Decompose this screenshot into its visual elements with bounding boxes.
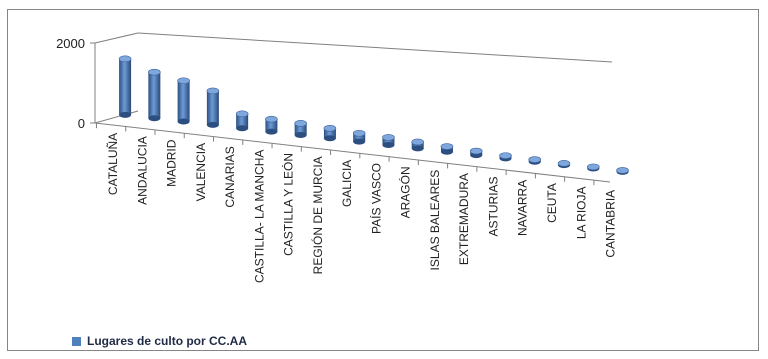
x-tick-label: ARAGÓN bbox=[398, 166, 413, 218]
bar bbox=[235, 110, 249, 132]
bar bbox=[499, 152, 512, 162]
x-tick-label: CANARIAS bbox=[223, 146, 237, 207]
bar bbox=[616, 167, 629, 175]
x-axis-line bbox=[94, 122, 611, 183]
chart-axes: 0 2000 bbox=[56, 32, 613, 186]
bar bbox=[528, 156, 542, 165]
x-tick-label: PAÍS VASCO bbox=[368, 163, 383, 234]
bar bbox=[148, 68, 161, 122]
bar bbox=[323, 125, 337, 142]
x-tick-label: CEUTA bbox=[545, 183, 559, 223]
bar bbox=[557, 160, 571, 169]
y-tick-label: 2000 bbox=[56, 36, 85, 51]
x-tick-label: ISLAS BALEARES bbox=[428, 170, 442, 271]
x-tick-label: CATALUÑA bbox=[106, 133, 120, 195]
bar bbox=[440, 143, 454, 155]
back-wall-top bbox=[137, 32, 613, 63]
x-tick-label: NAVARRA bbox=[516, 180, 530, 236]
x-tick-label: CASTILLA- LA MANCHA bbox=[252, 150, 266, 283]
x-tick-label: ANDALUCIA bbox=[135, 136, 149, 205]
chart-bars bbox=[118, 55, 629, 175]
y-tick-label: 0 bbox=[78, 116, 85, 131]
bar bbox=[469, 147, 483, 159]
x-tick-label: VALENCIA bbox=[194, 143, 208, 201]
chart-legend: Lugares de culto por CC.AA bbox=[72, 333, 247, 349]
x-tick-label: ASTURIAS bbox=[486, 176, 500, 236]
x-tick-label: EXTREMADURA bbox=[457, 173, 471, 265]
bar bbox=[206, 87, 220, 128]
chart-area bbox=[7, 9, 759, 351]
bar bbox=[352, 129, 366, 145]
bar bbox=[411, 138, 425, 152]
floor-depth-line bbox=[94, 110, 139, 124]
bar bbox=[586, 163, 600, 172]
axis-depth-top bbox=[94, 32, 139, 44]
x-tick-label: LA RIOJA bbox=[574, 186, 588, 239]
bar bbox=[177, 77, 190, 125]
chart-category-labels: CATALUÑA ANDALUCIA MADRID VALENCIA CANARIAS C… bbox=[106, 133, 617, 283]
x-tick-label: CASTILLA Y LEÓN bbox=[281, 153, 296, 256]
x-tick-label: GALICIA bbox=[340, 160, 354, 207]
x-tick-label: MADRID bbox=[165, 139, 179, 187]
legend-label: Lugares de culto por CC.AA bbox=[87, 334, 248, 348]
x-tick-label: CANTABRIA bbox=[604, 190, 618, 258]
bar bbox=[294, 120, 307, 138]
x-tick-label: REGIÓN DE MURCIA bbox=[310, 156, 325, 274]
bar bbox=[265, 115, 278, 135]
bar bbox=[118, 55, 132, 118]
legend-swatch bbox=[72, 336, 81, 346]
bar bbox=[382, 134, 395, 149]
